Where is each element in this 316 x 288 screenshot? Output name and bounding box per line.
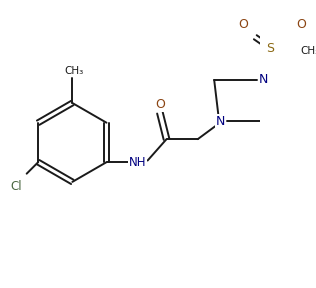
Text: Cl: Cl xyxy=(10,180,22,193)
Text: O: O xyxy=(296,18,306,31)
Text: CH₃: CH₃ xyxy=(301,46,316,56)
Text: NH: NH xyxy=(129,156,147,169)
Text: N: N xyxy=(216,115,225,128)
Text: S: S xyxy=(266,42,274,55)
Text: CH₃: CH₃ xyxy=(64,66,84,76)
Text: O: O xyxy=(155,98,165,111)
Text: O: O xyxy=(238,18,248,31)
Text: N: N xyxy=(259,73,268,86)
